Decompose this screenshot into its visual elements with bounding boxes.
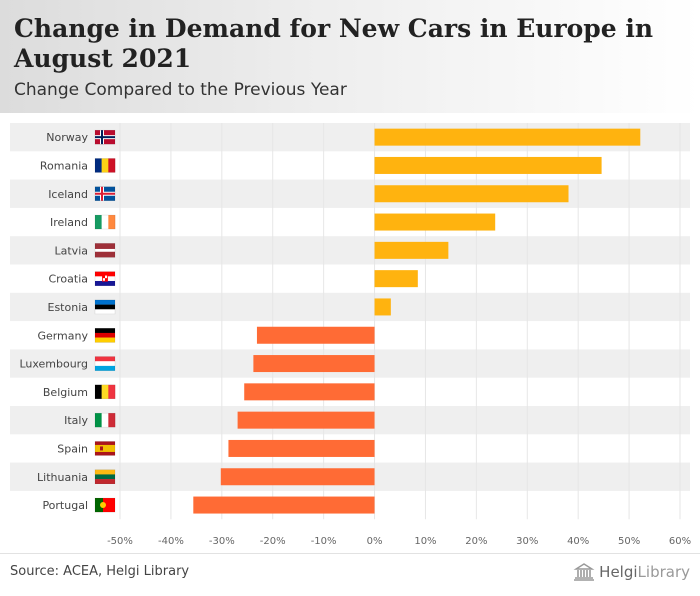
chart-title: Change in Demand for New Cars in Europe …	[14, 14, 654, 73]
bar-chart: Norway Romania Iceland Ireland Latvia Croatia…	[10, 123, 691, 547]
bar-belgium	[244, 383, 375, 401]
flag-germany-icon	[94, 328, 116, 343]
x-tick-label: -40%	[158, 536, 184, 547]
bar-spain	[228, 439, 375, 457]
flag-croatia-icon	[94, 271, 116, 286]
x-tick-label: 40%	[567, 536, 589, 547]
x-tick-label: -10%	[311, 536, 337, 547]
flag-norway-icon	[94, 129, 116, 145]
category-label: Spain	[57, 442, 88, 455]
flag-italy-icon	[94, 412, 116, 428]
chart-header: Change in Demand for New Cars in Europe …	[0, 0, 700, 113]
flag-iceland-icon	[94, 186, 116, 201]
flag-romania-icon	[94, 158, 116, 173]
flag-ireland-icon	[94, 214, 116, 230]
x-tick-label: 20%	[465, 536, 487, 547]
brand-name: HelgiLibrary	[599, 563, 690, 581]
bar-croatia	[374, 270, 418, 288]
bar-latvia	[374, 241, 449, 259]
bar-norway	[374, 128, 641, 146]
category-label: Lithuania	[37, 471, 88, 484]
category-label: Portugal	[42, 499, 88, 512]
flag-luxembourg-icon	[94, 356, 116, 371]
flag-estonia-icon	[94, 299, 116, 315]
bar-portugal	[193, 496, 375, 514]
library-building-icon	[573, 563, 595, 581]
chart-subtitle: Change Compared to the Previous Year	[14, 80, 347, 100]
flag-latvia-icon	[94, 243, 116, 258]
flag-spain-icon	[94, 441, 116, 456]
category-label: Croatia	[48, 273, 88, 286]
source-note: Source: ACEA, Helgi Library	[10, 564, 190, 579]
x-tick-label: -50%	[107, 536, 133, 547]
x-tick-label: 10%	[414, 536, 436, 547]
category-label: Iceland	[48, 188, 88, 201]
flag-belgium-icon	[94, 384, 116, 400]
bar-romania	[374, 156, 602, 174]
category-label: Ireland	[50, 216, 88, 229]
category-label: Latvia	[55, 244, 89, 257]
bar-iceland	[374, 185, 569, 203]
row-stripe	[10, 292, 690, 322]
category-label: Belgium	[43, 386, 88, 399]
category-label: Estonia	[48, 301, 89, 314]
x-tick-label: -30%	[209, 536, 235, 547]
x-tick-label: 60%	[669, 536, 691, 547]
helgi-library-logo: HelgiLibrary	[573, 561, 690, 583]
row-stripe	[10, 236, 690, 265]
category-label: Italy	[64, 414, 88, 427]
x-tick-label: 30%	[516, 536, 538, 547]
x-tick-label: -20%	[260, 536, 286, 547]
bar-lithuania	[220, 468, 375, 486]
bar-estonia	[374, 298, 391, 316]
bar-ireland	[374, 213, 496, 231]
category-label: Norway	[46, 131, 88, 144]
footer-divider	[0, 553, 700, 554]
flag-portugal-icon	[94, 497, 116, 513]
category-label: Romania	[40, 159, 88, 172]
row-stripe	[10, 179, 690, 208]
x-tick-label: 50%	[618, 536, 640, 547]
bar-luxembourg	[253, 355, 375, 373]
flag-lithuania-icon	[94, 469, 116, 484]
bar-italy	[237, 411, 375, 429]
category-label: Germany	[37, 329, 88, 342]
bar-germany	[256, 326, 375, 344]
x-tick-label: 0%	[367, 536, 383, 547]
category-label: Luxembourg	[19, 358, 88, 371]
